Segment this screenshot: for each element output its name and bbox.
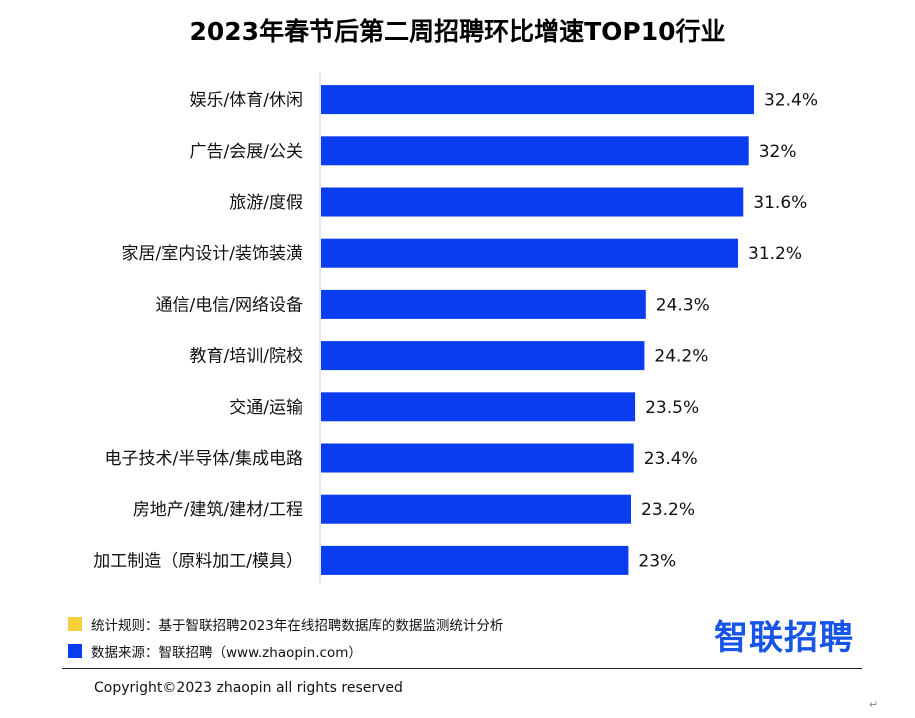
bar-0	[321, 85, 754, 115]
value-label-4: 24.3%	[656, 295, 710, 315]
category-label-8: 房地产/建筑/建材/工程	[133, 500, 303, 520]
bar-chart: 娱乐/体育/休闲 32.4% 广告/会展/公关 32% 旅游/度假 31.6% 家居/室内设…	[93, 72, 818, 584]
rule-swatch	[68, 617, 82, 631]
copyright-text: Copyright©2023 zhaopin all rights reserv…	[94, 680, 403, 696]
category-label-4: 通信/电信/网络设备	[156, 295, 303, 315]
value-label-5: 24.2%	[654, 347, 708, 367]
value-label-1: 32%	[759, 142, 797, 162]
category-label-5: 教育/培训/院校	[190, 347, 303, 367]
bar-8	[321, 494, 631, 524]
bar-3	[321, 238, 738, 268]
category-label-0: 娱乐/体育/休闲	[190, 91, 303, 111]
chart-title: 2023年春节后第二周招聘环比增速TOP10行业	[189, 17, 726, 46]
category-label-2: 旅游/度假	[229, 193, 303, 213]
category-label-7: 电子技术/半导体/集成电路	[105, 449, 303, 469]
value-label-2: 31.6%	[753, 193, 807, 213]
value-label-6: 23.5%	[645, 398, 699, 418]
bar-2	[321, 187, 744, 217]
bars-group: 娱乐/体育/休闲 32.4% 广告/会展/公关 32% 旅游/度假 31.6% 家居/室内设…	[93, 85, 818, 575]
value-label-0: 32.4%	[764, 91, 818, 111]
bar-9	[321, 545, 629, 575]
zhaopin-logo: 智联招聘	[714, 618, 854, 658]
return-mark: ↵	[869, 698, 879, 711]
source-note-text: 数据来源：智联招聘（www.zhaopin.com）	[91, 645, 362, 661]
category-label-9: 加工制造（原料加工/模具）	[93, 551, 303, 571]
bar-6	[321, 392, 636, 422]
value-label-9: 23%	[638, 551, 676, 571]
category-label-1: 广告/会展/公关	[190, 142, 303, 162]
rule-note-text: 统计规则：基于智联招聘2023年在线招聘数据库的数据监测统计分析	[91, 618, 504, 634]
rule-note: 统计规则：基于智联招聘2023年在线招聘数据库的数据监测统计分析	[68, 614, 503, 634]
footer-divider	[62, 668, 862, 669]
source-swatch	[68, 644, 82, 658]
category-label-6: 交通/运输	[229, 398, 303, 418]
value-label-8: 23.2%	[641, 500, 695, 520]
bar-7	[321, 443, 634, 473]
bar-5	[321, 341, 645, 371]
bar-1	[321, 136, 749, 166]
bar-4	[321, 289, 646, 319]
source-note: 数据来源：智联招聘（www.zhaopin.com）	[68, 641, 362, 661]
value-label-7: 23.4%	[644, 449, 698, 469]
value-label-3: 31.2%	[748, 244, 802, 264]
category-label-3: 家居/室内设计/装饰装潢	[122, 244, 303, 264]
